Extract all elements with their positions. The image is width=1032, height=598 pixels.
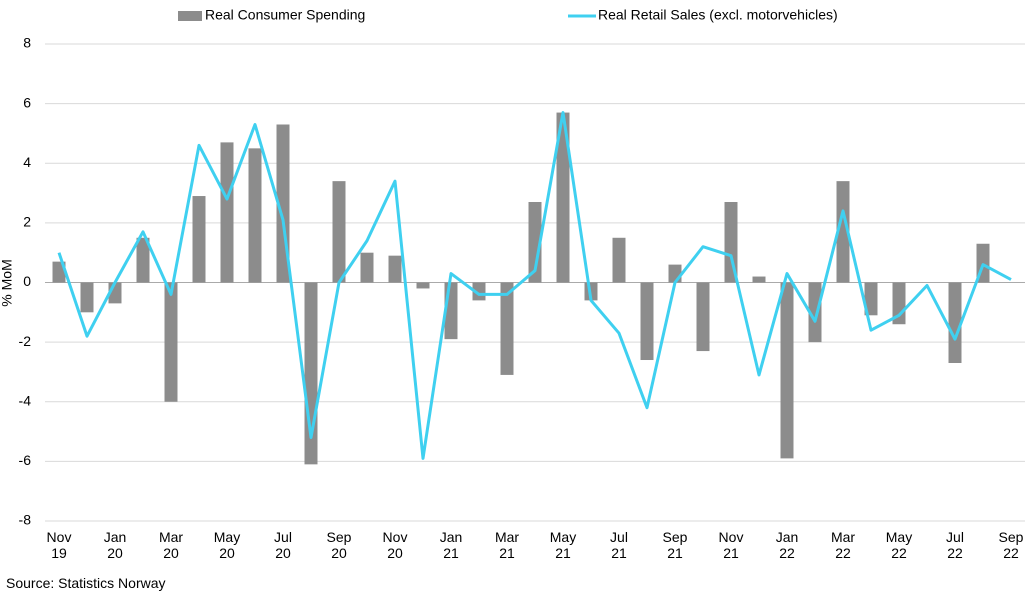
bar	[528, 202, 542, 283]
bar	[388, 255, 402, 283]
y-tick-label: 4	[23, 154, 31, 170]
bar	[556, 112, 570, 283]
x-tick-label: Jul 22	[946, 529, 964, 561]
x-tick-label: Jul 20	[274, 529, 292, 561]
x-tick-label: Mar 20	[158, 529, 184, 561]
x-tick-label: Mar 21	[494, 529, 520, 561]
y-tick-label: 2	[23, 214, 31, 230]
bar	[416, 282, 430, 289]
x-tick-label: Jan 20	[103, 529, 127, 561]
bar	[192, 196, 206, 283]
legend-swatch	[178, 11, 202, 21]
bar	[612, 237, 626, 283]
x-tick-label: May 22	[885, 529, 913, 561]
bar	[136, 237, 150, 283]
x-tick-label: May 21	[549, 529, 577, 561]
x-tick-label: Sep 21	[662, 529, 688, 561]
bar	[864, 282, 878, 316]
bar	[500, 282, 514, 375]
bar	[752, 276, 766, 283]
bar	[696, 282, 710, 352]
bar	[724, 202, 738, 283]
legend-label: Real Retail Sales (excl. motorvehicles)	[598, 7, 838, 23]
bar	[640, 282, 654, 361]
y-tick-label: 6	[23, 94, 31, 110]
x-tick-label: Nov 19	[46, 529, 72, 561]
y-tick-label: 8	[23, 35, 31, 51]
x-tick-label: Jan 22	[775, 529, 799, 561]
line	[57, 111, 1012, 460]
x-tick-label: Jul 21	[610, 529, 628, 561]
y-tick-label: -4	[19, 392, 32, 408]
y-tick-label: 0	[23, 273, 31, 289]
bar	[808, 282, 822, 343]
y-tick-label: -2	[19, 333, 32, 349]
bar	[164, 282, 178, 402]
x-tick-label: Sep 22	[998, 529, 1024, 561]
bar	[360, 252, 374, 283]
x-tick-label: Jan 21	[439, 529, 463, 561]
bar	[780, 282, 794, 459]
bar	[668, 264, 682, 283]
bar	[836, 181, 850, 283]
y-tick-label: -6	[19, 452, 32, 468]
legend-label: Real Consumer Spending	[205, 7, 365, 23]
bar	[248, 148, 262, 283]
x-tick-label: May 20	[213, 529, 241, 561]
source: Source: Statistics Norway	[6, 575, 166, 591]
x-tick-label: Sep 20	[326, 529, 352, 561]
x-tick-label: Nov 21	[718, 529, 744, 561]
y-axis-label: % MoM	[0, 259, 15, 306]
bar	[220, 142, 234, 283]
x-tick-label: Mar 22	[830, 529, 856, 561]
y-tick-label: -8	[19, 512, 32, 528]
bar	[948, 282, 962, 363]
bar	[80, 282, 94, 313]
x-tick-label: Nov 20	[382, 529, 408, 561]
bar	[332, 181, 346, 283]
